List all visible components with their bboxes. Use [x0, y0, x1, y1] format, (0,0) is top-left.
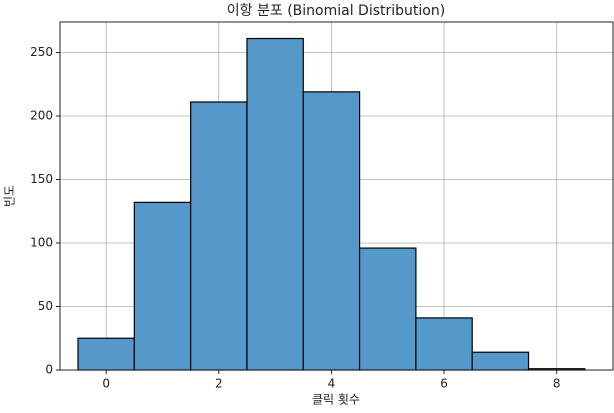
bar [190, 101, 248, 371]
bar [246, 37, 304, 371]
bar [133, 201, 192, 371]
x-axis-label: 클릭 횟수 [312, 393, 360, 407]
y-tick-label: 250 [30, 45, 53, 59]
bar [358, 247, 417, 371]
x-tick-label: 8 [553, 377, 561, 391]
y-axis-label: 빈도 [3, 185, 17, 207]
y-tick-label: 100 [30, 235, 53, 249]
y-tick-label: 200 [30, 108, 53, 122]
bar [415, 317, 473, 371]
bar [471, 351, 530, 371]
x-tick-label: 0 [102, 377, 110, 391]
x-tick-label: 4 [328, 377, 336, 391]
chart-title: 이항 분포 (Binomial Distribution) [227, 3, 445, 19]
bar [302, 91, 361, 371]
bar [77, 337, 135, 371]
y-tick-label: 0 [45, 363, 53, 377]
y-tick-label: 150 [30, 172, 53, 186]
x-tick-label: 2 [215, 377, 223, 391]
plot-frame [59, 21, 614, 371]
x-tick-label: 6 [440, 377, 448, 391]
y-tick-label: 50 [38, 299, 53, 313]
